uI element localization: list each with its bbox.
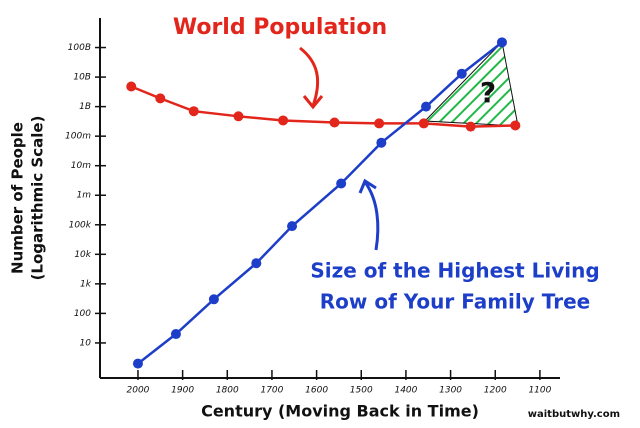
y-axis-label: Number of People xyxy=(9,122,27,274)
point xyxy=(496,37,507,48)
y-tick-label: 100k xyxy=(69,220,92,230)
point xyxy=(336,178,347,189)
y-tick-label: 10B xyxy=(73,73,91,83)
point xyxy=(170,329,181,340)
point xyxy=(278,115,289,126)
point xyxy=(251,258,262,269)
point xyxy=(233,111,244,122)
point xyxy=(374,118,385,129)
annotation: ? xyxy=(480,76,496,109)
point xyxy=(456,68,467,79)
x-axis-label: Century (Moving Back in Time) xyxy=(201,402,479,421)
y-tick-label: 1k xyxy=(80,279,92,289)
y-tick-label: 100B xyxy=(68,43,91,53)
y-tick-label: 1B xyxy=(79,102,91,112)
y-tick-label: 10m xyxy=(71,161,91,171)
chart-title: World Population xyxy=(173,15,387,40)
point xyxy=(155,93,166,104)
unknown-region xyxy=(423,40,519,127)
annotation: Row of Your Family Tree xyxy=(320,290,590,314)
point xyxy=(287,221,298,232)
source: waitbutwhy.com xyxy=(528,409,620,420)
x-tick-label: 1300 xyxy=(439,386,462,396)
point xyxy=(208,294,219,305)
x-tick-label: 1900 xyxy=(171,386,194,396)
y-tick-label: 1m xyxy=(77,191,92,201)
arrow xyxy=(299,46,324,110)
point xyxy=(329,117,340,128)
series-line xyxy=(130,85,516,128)
x-tick-label: 1800 xyxy=(216,386,239,396)
arrow xyxy=(358,178,380,251)
annotation: Size of the Highest Living xyxy=(310,259,599,283)
point xyxy=(188,106,199,117)
point xyxy=(465,121,476,132)
y-tick-label: 10 xyxy=(80,338,92,348)
x-tick-label: 1500 xyxy=(350,386,373,396)
x-tick-label: 1200 xyxy=(484,386,507,396)
point xyxy=(376,137,387,148)
x-tick-label: 2000 xyxy=(127,386,150,396)
x-tick-label: 1700 xyxy=(260,386,283,396)
point xyxy=(510,120,521,131)
point xyxy=(126,81,137,92)
x-tick-label: 1100 xyxy=(528,386,551,396)
point xyxy=(132,358,143,369)
series-line xyxy=(137,41,503,365)
point xyxy=(418,118,429,129)
y-axis-label: (Logarithmic Scale) xyxy=(29,116,47,281)
x-tick-label: 1600 xyxy=(305,386,328,396)
y-tick-label: 10k xyxy=(74,250,91,260)
x-tick-label: 1400 xyxy=(394,386,417,396)
y-tick-label: 100 xyxy=(74,309,91,319)
y-tick-label: 100m xyxy=(65,132,91,142)
point xyxy=(421,101,432,112)
